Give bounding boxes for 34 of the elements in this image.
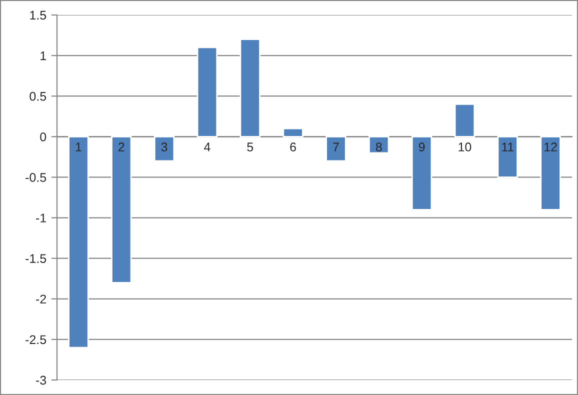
x-tick-label: 1 [76, 142, 82, 152]
y-tick-label: -2.5 [26, 335, 46, 344]
y-tick-label: -0.5 [26, 173, 46, 182]
x-tick-label: 5 [247, 142, 254, 152]
bar [411, 136, 432, 210]
bar [368, 136, 390, 154]
x-tick-label: 3 [161, 142, 168, 152]
x-tick-label: 7 [333, 142, 339, 152]
x-tick-label: 12 [544, 142, 557, 152]
x-tick-label: 9 [418, 142, 425, 152]
x-tick-label: 8 [376, 142, 382, 152]
bar [196, 46, 218, 138]
y-tick-label: -1 [36, 214, 46, 222]
bar [282, 128, 304, 138]
bar [68, 136, 89, 348]
x-tick-label: 6 [290, 142, 296, 152]
x-tick-label: 11 [502, 142, 514, 152]
x-tick-label: 10 [458, 142, 472, 152]
x-tick-label: 4 [204, 142, 210, 152]
y-tick-label: 0 [40, 132, 46, 142]
y-tick-label: -1.5 [26, 254, 46, 263]
bar [454, 104, 476, 138]
x-tick-label: 2 [118, 142, 124, 152]
bar [497, 136, 518, 178]
y-tick-label: -3 [36, 376, 46, 385]
y-tick-label: 1.5 [30, 10, 46, 20]
bar [154, 136, 175, 162]
y-tick-label: 0.5 [30, 92, 46, 101]
bar [540, 136, 561, 210]
bar [111, 136, 132, 284]
bar [240, 38, 260, 138]
y-tick-label: 1 [40, 51, 46, 60]
bar [326, 136, 346, 162]
y-tick-label: -2 [36, 294, 46, 304]
